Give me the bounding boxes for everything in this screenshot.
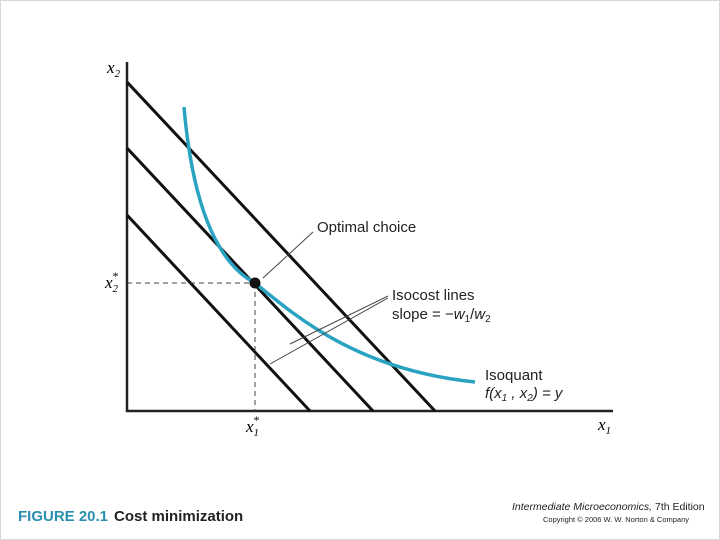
text-part: x: [106, 58, 115, 77]
caption: FIGURE 20.1 Cost minimization: [18, 508, 243, 525]
text-part: 2: [485, 314, 491, 325]
text-part: Intermediate Microeconomics,: [512, 501, 652, 513]
text-part: *: [253, 413, 259, 427]
text-part: 7th Edition: [652, 501, 705, 513]
text-part: x: [245, 417, 254, 436]
optimal-point: [249, 277, 261, 289]
leader-line: [262, 231, 314, 279]
x1-star-label: x1*: [245, 413, 259, 439]
text-part: *: [112, 269, 118, 283]
text-part: /: [470, 306, 475, 323]
optimal-choice-label: Optimal choice: [317, 219, 416, 236]
copyright: Copyright © 2006 W. W. Norton & Company: [543, 515, 689, 524]
isocost-line: [125, 213, 312, 413]
x-axis-label: x1: [597, 415, 611, 437]
x2-star-label: x2*: [104, 269, 119, 295]
isoquant-label: Isoquant: [485, 367, 543, 384]
text-part: 2: [115, 68, 121, 80]
text-part: f(x: [485, 385, 502, 402]
text-part: x: [104, 273, 113, 292]
text-part: 1: [254, 427, 260, 439]
text-part: slope = −: [392, 306, 454, 323]
isoquant-formula: f(x1 , x2) = y: [485, 385, 564, 404]
isocost-label: Isocost lines: [392, 287, 475, 304]
text-part: 1: [465, 314, 471, 325]
text-part: w: [474, 306, 486, 323]
text-part: , x: [507, 385, 528, 402]
text-part: 1: [502, 393, 508, 404]
slope-label: slope = −w1/w2: [392, 306, 491, 325]
text-part: x: [597, 415, 606, 434]
text-part: FIGURE 20.1: [18, 508, 108, 525]
text-part: 1: [606, 425, 612, 437]
text-part: 2: [113, 283, 119, 295]
text-part: Cost minimization: [114, 508, 243, 525]
leader-line: [269, 297, 389, 365]
leader-line: [289, 295, 389, 345]
isocost-line: [125, 80, 437, 413]
text-part: w: [454, 306, 466, 323]
book-title: Intermediate Microeconomics, 7th Edition: [512, 501, 705, 513]
text-part: 2: [526, 393, 533, 404]
y-axis-label: x2: [106, 58, 121, 80]
text-part: ) = y: [531, 385, 564, 402]
